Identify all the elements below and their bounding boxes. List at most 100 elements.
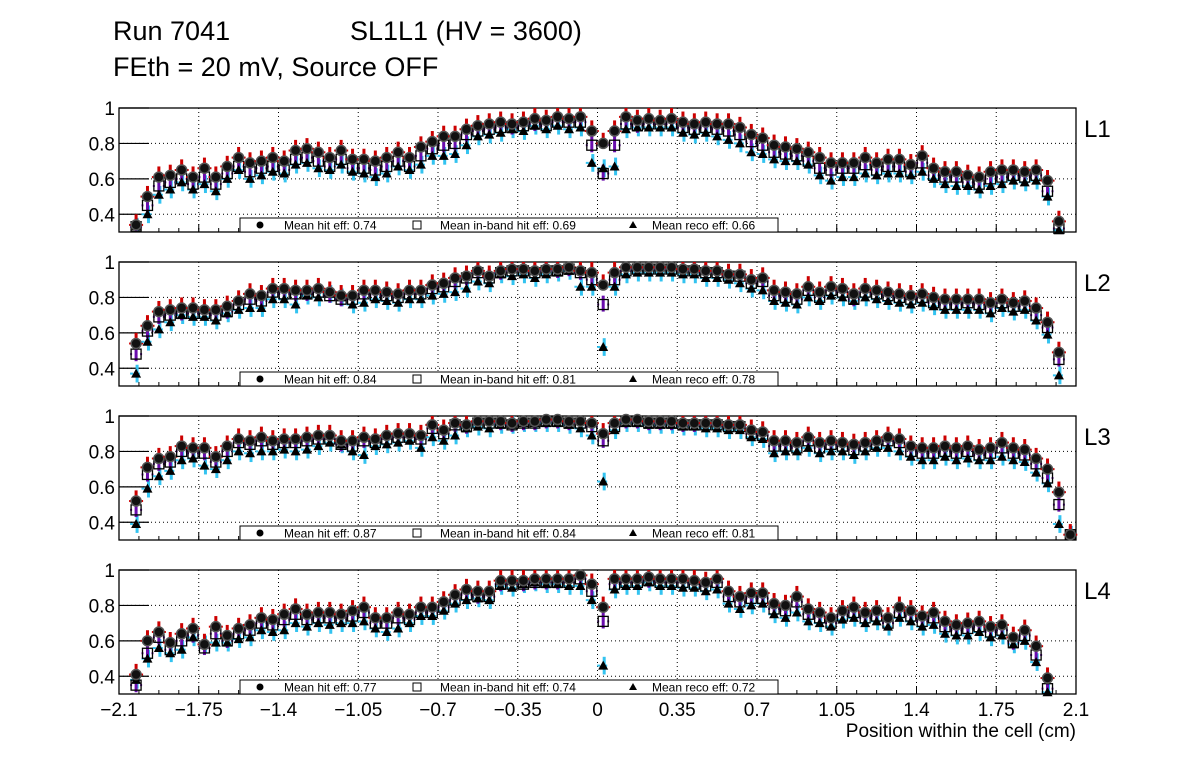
hit-marker: [950, 293, 963, 305]
reco-marker: [723, 134, 734, 144]
data-point: [926, 601, 941, 634]
data-point: [231, 428, 246, 461]
data-point: [459, 265, 474, 298]
hit-marker: [517, 574, 530, 587]
reco-marker: [996, 303, 1007, 313]
data-point: [174, 159, 189, 192]
hit-marker: [346, 604, 359, 617]
data-point: [413, 596, 428, 625]
data-point: [972, 166, 987, 199]
reco-marker: [803, 292, 814, 302]
hit-marker: [745, 587, 758, 599]
hit-marker: [574, 111, 587, 123]
data-point: [186, 617, 201, 647]
hit-marker: [164, 450, 177, 463]
data-point: [653, 261, 668, 282]
data-point: [402, 279, 417, 309]
legend-inband-icon: [412, 682, 422, 692]
hit-marker: [267, 613, 279, 626]
hit-marker: [973, 293, 985, 305]
data-point: [448, 584, 463, 613]
data-point: [493, 570, 508, 595]
reco-marker: [290, 299, 301, 309]
reco-marker: [165, 648, 176, 658]
hit-marker: [882, 286, 894, 298]
legend-hit-icon: [256, 221, 264, 229]
hit-marker: [369, 284, 382, 297]
hit-marker: [278, 608, 290, 621]
hit-marker: [324, 286, 336, 298]
data-point: [163, 632, 178, 663]
hit-marker: [437, 130, 450, 143]
data-point: [527, 108, 542, 135]
hit-marker: [984, 620, 997, 633]
reco-marker: [210, 637, 221, 647]
hit-marker: [380, 151, 393, 164]
panel-label: L3: [1084, 424, 1111, 451]
data-point: [505, 570, 520, 597]
hit-marker: [620, 573, 632, 585]
data-point: [277, 150, 292, 183]
data-point: [220, 155, 235, 188]
reco-marker: [256, 446, 267, 456]
reco-marker: [598, 163, 609, 173]
legend-box: [239, 525, 779, 541]
hit-marker: [529, 573, 541, 585]
hit-marker: [859, 606, 871, 619]
reco-marker: [939, 628, 950, 638]
data-point: [801, 598, 816, 631]
data-point: [322, 146, 337, 179]
data-point: [687, 262, 702, 284]
hit-marker: [506, 118, 518, 130]
hit-marker: [130, 337, 142, 350]
hit-marker: [1053, 346, 1065, 359]
hit-marker: [574, 415, 587, 428]
reco-marker: [848, 172, 859, 182]
hit-marker: [529, 265, 541, 277]
hit-marker: [654, 415, 666, 428]
reco-marker: [370, 294, 381, 304]
reco-marker: [814, 170, 825, 180]
hit-marker: [665, 573, 678, 585]
data-point: [345, 148, 360, 181]
hit-marker: [380, 429, 393, 442]
hit-marker: [175, 164, 188, 176]
data-point: [755, 421, 770, 448]
hit-marker: [153, 171, 165, 183]
reco-marker: [1008, 306, 1019, 316]
data-point: [949, 288, 964, 319]
data-point: [243, 152, 258, 188]
reco-marker: [1031, 315, 1042, 325]
hit-marker: [1007, 631, 1020, 644]
data-point: [356, 596, 371, 631]
data-point: [413, 136, 428, 174]
hit-marker: [255, 289, 268, 302]
hit-marker: [335, 608, 347, 621]
reco-marker: [609, 584, 620, 594]
hit-marker: [1064, 528, 1077, 541]
hit-marker: [688, 118, 701, 130]
legend-hit-icon: [256, 375, 264, 383]
hit-marker: [369, 612, 382, 624]
data-point: [881, 607, 896, 636]
hit-marker: [187, 622, 199, 635]
data-point: [231, 617, 246, 648]
data-point: [1051, 341, 1066, 385]
reco-marker: [210, 186, 221, 196]
data-point: [653, 415, 668, 434]
data-point: [767, 593, 782, 624]
hit-marker: [631, 573, 644, 585]
reco-marker: [279, 625, 290, 635]
hit-marker: [996, 436, 1008, 449]
hit-marker: [882, 431, 894, 444]
hit-marker: [699, 576, 712, 589]
data-point: [436, 125, 451, 165]
hit-marker: [597, 601, 609, 613]
hit-marker: [1030, 302, 1042, 314]
hit-marker: [358, 284, 370, 297]
data-point: [197, 437, 212, 475]
data-point: [767, 279, 782, 310]
x-tick-label: 1.75: [978, 700, 1015, 721]
data-point: [915, 605, 930, 636]
reco-marker: [951, 304, 962, 314]
